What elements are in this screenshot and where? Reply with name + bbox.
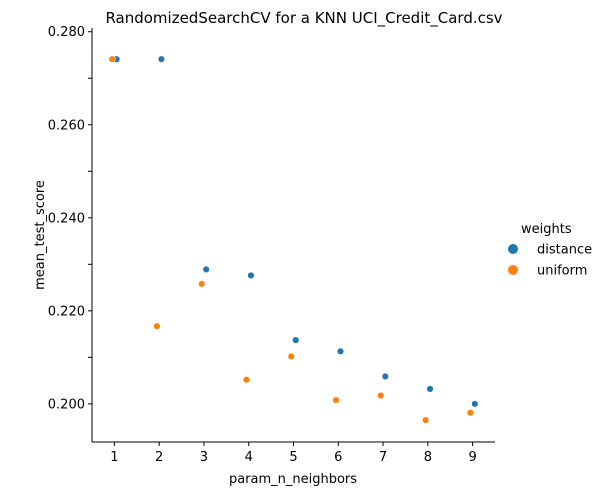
x-tick-label: 9 [468, 450, 476, 465]
point-distance [157, 55, 165, 63]
point-uniform [287, 352, 295, 360]
y-tick-label: 0.200 [48, 397, 85, 412]
y-tick-label: 0.260 [48, 118, 85, 133]
x-tick-label: 8 [424, 450, 432, 465]
x-tick-label: 4 [245, 450, 253, 465]
plot-area [108, 55, 479, 424]
y-axis-label: mean_test_score [33, 180, 48, 290]
point-uniform [422, 416, 430, 424]
chart-title: RandomizedSearchCV for a KNN UCI_Credit_… [105, 9, 502, 28]
legend-marker-distance [508, 244, 518, 254]
y-tick-label: 0.280 [48, 25, 85, 40]
legend-label-distance: distance [537, 243, 592, 258]
point-uniform [377, 391, 385, 400]
x-axis-label: param_n_neighbors [229, 472, 357, 487]
legend: weights distance uniform [508, 222, 592, 279]
legend-label-uniform: uniform [537, 264, 587, 279]
point-distance [426, 385, 434, 393]
x-tick-label: 6 [334, 450, 342, 465]
point-uniform [332, 396, 340, 404]
point-distance [336, 347, 345, 355]
x-tick-label: 7 [379, 450, 387, 465]
point-distance [381, 372, 389, 380]
point-uniform [198, 280, 206, 288]
y-tick-label: 0.220 [48, 304, 85, 319]
point-distance [471, 400, 479, 408]
x-tick-label: 5 [289, 450, 297, 465]
point-distance [292, 336, 300, 344]
x-tick-label: 2 [155, 450, 163, 465]
y-tick-label: 0.240 [48, 211, 85, 226]
x-axis-ticks: 1 2 3 4 5 6 7 8 9 [110, 442, 477, 465]
point-uniform [153, 322, 161, 330]
point-distance [202, 265, 210, 273]
point-uniform [242, 376, 251, 384]
point-distance [247, 271, 255, 280]
legend-title: weights [521, 222, 572, 237]
x-tick-label: 3 [200, 450, 208, 465]
point-uniform [108, 55, 116, 63]
legend-marker-uniform [508, 265, 518, 275]
point-uniform [466, 409, 474, 417]
y-axis-ticks: 0.200 0.220 0.240 0.260 0.280 [48, 25, 92, 412]
x-tick-label: 1 [110, 450, 118, 465]
